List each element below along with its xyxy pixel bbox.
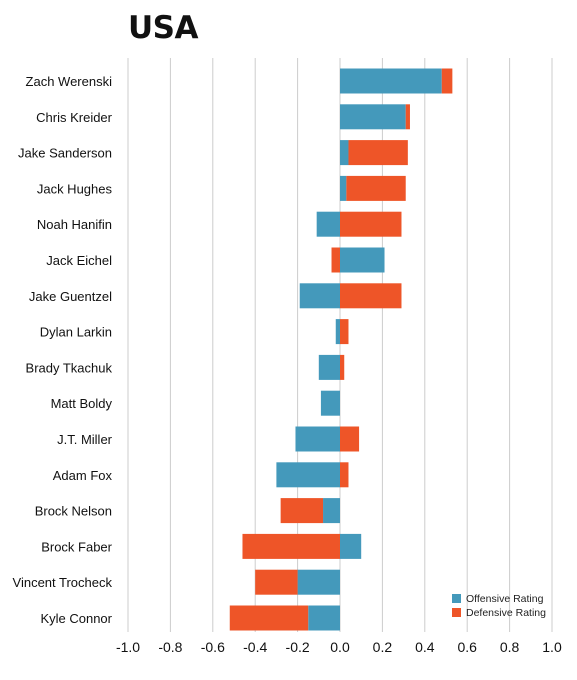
- category-label: Kyle Connor: [40, 611, 112, 626]
- bars: [229, 68, 453, 631]
- defensive-bar: [242, 533, 340, 559]
- legend-swatch: [452, 608, 461, 617]
- offensive-bar: [323, 498, 340, 524]
- category-label: Chris Kreider: [36, 110, 113, 125]
- offensive-bar: [295, 426, 340, 452]
- x-tick-label: 0.0: [330, 639, 350, 655]
- category-label: Vincent Trocheck: [13, 575, 113, 590]
- gridlines: [127, 58, 553, 632]
- x-tick-label: 0.4: [415, 639, 435, 655]
- category-label: Brock Nelson: [35, 504, 112, 519]
- x-tick-label: 0.2: [373, 639, 393, 655]
- offensive-bar: [297, 569, 340, 595]
- x-tick-label: -0.4: [243, 639, 267, 655]
- chart-title: USA: [128, 10, 199, 46]
- category-label: Adam Fox: [53, 468, 113, 483]
- category-label: Brady Tkachuk: [26, 360, 113, 375]
- defensive-bar: [441, 68, 453, 94]
- category-label: Brock Faber: [41, 539, 112, 554]
- defensive-bar: [340, 283, 402, 309]
- defensive-bar: [340, 426, 360, 452]
- x-tick-label: -0.8: [158, 639, 182, 655]
- x-tick-label: 0.6: [457, 639, 477, 655]
- x-axis-tick-labels: -1.0 -0.8 -0.6 -0.4 -0.2 0.0 0.2 0.4 0.6 0.8 1.0: [116, 639, 562, 655]
- category-label: Zach Werenski: [26, 74, 113, 89]
- offensive-bar: [340, 140, 349, 166]
- category-label: Noah Hanifin: [37, 217, 112, 232]
- offensive-bar: [340, 104, 406, 130]
- x-tick-label: 0.8: [500, 639, 520, 655]
- defensive-bar: [346, 175, 406, 201]
- legend: Offensive Rating Defensive Rating: [452, 593, 546, 619]
- defensive-bar: [340, 354, 345, 380]
- offensive-bar: [335, 319, 340, 345]
- offensive-bar: [340, 533, 362, 559]
- legend-label: Defensive Rating: [466, 607, 546, 619]
- category-labels: Zach Werenski Chris Kreider Jake Sanderson…: [13, 74, 113, 626]
- offensive-bar: [340, 175, 347, 201]
- category-label: Jake Sanderson: [18, 146, 112, 161]
- legend-swatch: [452, 594, 461, 603]
- defensive-bar: [280, 498, 324, 524]
- offensive-bar: [320, 390, 340, 416]
- category-label: Jake Guentzel: [29, 289, 112, 304]
- defensive-bar: [340, 211, 402, 237]
- legend-label: Offensive Rating: [466, 593, 544, 605]
- defensive-bar: [255, 569, 298, 595]
- defensive-bar: [340, 462, 349, 488]
- x-tick-label: 1.0: [542, 639, 562, 655]
- x-tick-label: -0.2: [286, 639, 310, 655]
- defensive-bar: [405, 104, 410, 130]
- category-label: Dylan Larkin: [40, 325, 112, 340]
- offensive-bar: [276, 462, 340, 488]
- defensive-bar: [340, 319, 349, 345]
- defensive-bar: [348, 140, 408, 166]
- category-label: Matt Boldy: [51, 396, 113, 411]
- offensive-bar: [299, 283, 340, 309]
- category-label: J.T. Miller: [57, 432, 113, 447]
- x-tick-label: -0.6: [201, 639, 225, 655]
- offensive-bar: [340, 247, 385, 273]
- defensive-bar: [229, 605, 309, 631]
- category-label: Jack Hughes: [37, 181, 113, 196]
- offensive-bar: [340, 68, 442, 94]
- offensive-bar: [318, 354, 340, 380]
- x-tick-label: -1.0: [116, 639, 140, 655]
- offensive-bar: [308, 605, 340, 631]
- offensive-bar: [316, 211, 340, 237]
- defensive-bar: [331, 247, 340, 273]
- category-label: Jack Eichel: [46, 253, 112, 268]
